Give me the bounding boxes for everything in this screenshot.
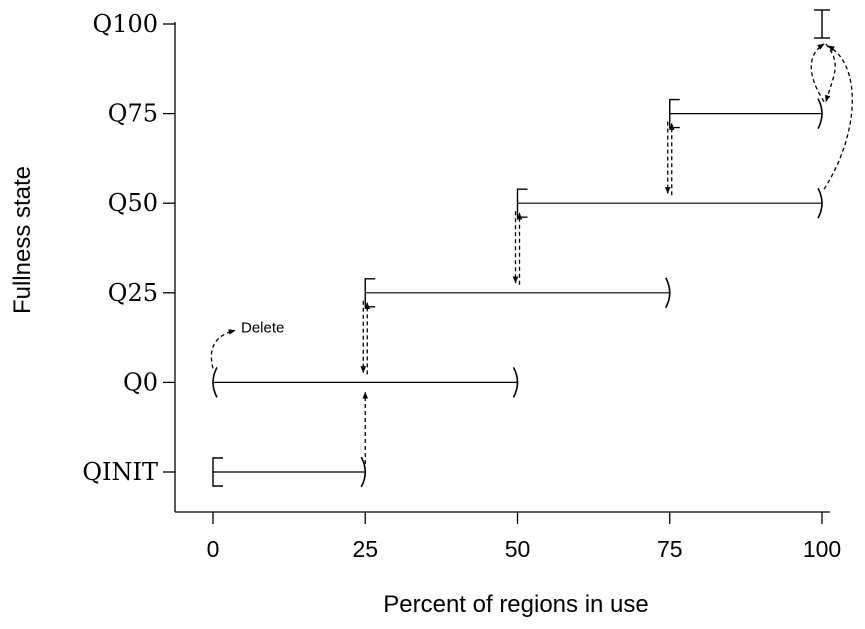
transition-q75-to-q100	[810, 43, 825, 102]
range-q25-left-bracket	[364, 278, 376, 308]
range-q0-right-paren	[512, 367, 519, 398]
annotation-arrow-delete	[210, 329, 236, 369]
x-axis-title: Percent of regions in use	[383, 591, 649, 618]
x-tick-label-50: 50	[505, 536, 531, 562]
state-transitions	[360, 43, 853, 464]
range-q0-left-paren	[212, 367, 218, 398]
range-q50-right-paren	[817, 187, 823, 219]
percent-ticks: 0 25 50 75 100	[207, 512, 841, 562]
state-label-q75: Q75	[108, 100, 158, 128]
range-q75-left-bracket	[669, 98, 680, 129]
range-q25-right-paren	[665, 277, 671, 309]
state-label-qinit: QINIT	[82, 458, 158, 486]
state-label-q0: Q0	[123, 368, 158, 396]
range-qinit-right-paren	[360, 456, 367, 488]
range-qinit-left-bracket	[212, 457, 223, 487]
state-ticks: QINIT Q0 Q25 Q50 Q75 Q100	[82, 10, 175, 486]
state-ranges	[212, 9, 830, 488]
x-tick-label-0: 0	[207, 536, 220, 562]
state-label-q100: Q100	[93, 10, 158, 38]
range-q75-right-paren	[817, 98, 823, 129]
x-tick-label-75: 75	[657, 536, 683, 562]
annotations: Delete	[210, 319, 284, 369]
transition-q50-to-q100	[823, 45, 853, 190]
annotation-delete: Delete	[241, 319, 284, 336]
state-label-q25: Q25	[108, 279, 158, 307]
x-tick-label-100: 100	[803, 536, 841, 562]
state-label-q50: Q50	[108, 189, 158, 217]
y-axis-title: Fullness state	[9, 166, 36, 314]
range-q50-left-bracket	[516, 188, 528, 218]
transition-q100-to-q75	[825, 43, 836, 103]
x-tick-label-25: 25	[352, 536, 378, 562]
